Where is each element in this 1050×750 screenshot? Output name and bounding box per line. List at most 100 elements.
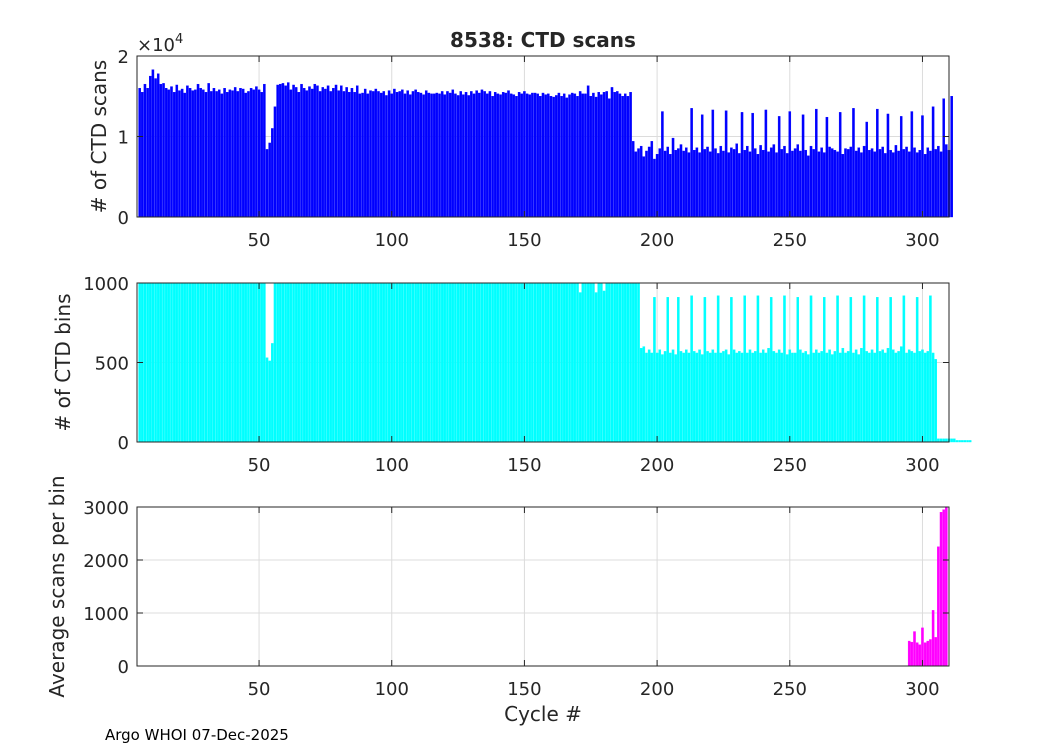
- ctd-scans-bar: [382, 91, 386, 218]
- ctd-bins-bar: [608, 282, 611, 443]
- ctd-scans-bar: [316, 85, 319, 218]
- ctd-bins-bar: [533, 282, 537, 443]
- ctd-bins-bar: [560, 282, 563, 443]
- ctd-bins-bar: [544, 282, 547, 443]
- ctd-scans-bar: [305, 90, 309, 218]
- ctd-scans-bar: [769, 147, 773, 218]
- ctd-bins-bar: [154, 282, 157, 443]
- ctd-bins-bar: [934, 359, 937, 443]
- ctd-scans-bar: [854, 150, 858, 218]
- ctd-bins-bar: [610, 282, 614, 443]
- average-scans-bar: [942, 509, 945, 667]
- ctd-scans-bar: [507, 90, 510, 218]
- ctd-bins-bar: [642, 346, 646, 443]
- ctd-bins-bar: [815, 349, 818, 443]
- ctd-bins-bar: [600, 282, 603, 443]
- ctd-bins-bar: [833, 351, 837, 443]
- ctd-scans-bar: [637, 148, 640, 218]
- ctd-scans-bar: [493, 92, 497, 218]
- ctd-scans-x-tick-label: 100: [375, 230, 409, 251]
- ctd-bins-bar: [589, 282, 593, 443]
- ctd-bins-bar: [464, 282, 468, 443]
- ctd-scans-bar: [841, 154, 845, 218]
- ctd-scans-bar: [491, 96, 494, 218]
- ctd-scans-bar: [616, 91, 619, 218]
- ctd-bins-bar: [220, 282, 224, 443]
- ctd-bins-bar: [655, 352, 659, 443]
- ctd-bins-bar: [149, 282, 152, 443]
- average-scans-x-tick-label: 300: [905, 679, 939, 700]
- ctd-scans-bar: [164, 87, 168, 218]
- ctd-bins-bar: [231, 282, 234, 443]
- ctd-bins-bar: [440, 282, 444, 443]
- ctd-bins-bar: [308, 282, 311, 443]
- ctd-bins-bar: [260, 282, 263, 443]
- ctd-bins-bar: [454, 282, 457, 443]
- ctd-bins-bar: [462, 282, 465, 443]
- ctd-bins-bar: [881, 349, 884, 443]
- ctd-bins-bar: [756, 295, 760, 443]
- ctd-bins-bar: [361, 282, 364, 443]
- average-scans-bar: [915, 642, 919, 667]
- ctd-bins-bar: [769, 297, 773, 443]
- ctd-bins-bar: [515, 282, 518, 443]
- ctd-bins-bar: [486, 282, 489, 443]
- ctd-bins-bar: [390, 282, 394, 443]
- ctd-scans-bar: [785, 153, 789, 218]
- ctd-bins-bar: [573, 282, 577, 443]
- ctd-bins-bar: [576, 282, 579, 443]
- ctd-scans-bar: [541, 92, 545, 218]
- average-scans-bar: [918, 644, 922, 667]
- ctd-scans-bar: [878, 149, 882, 218]
- ctd-scans-bar: [233, 87, 237, 218]
- ctd-scans-bar: [369, 90, 372, 218]
- ctd-scans-bar: [820, 147, 823, 218]
- ctd-scans-bar: [815, 108, 818, 218]
- ctd-scans-bar: [600, 94, 603, 218]
- ctd-scans-bar: [430, 93, 433, 218]
- ctd-scans-bar: [931, 106, 935, 218]
- ctd-bins-bar: [732, 349, 736, 443]
- ctd-scans-bar: [592, 92, 595, 218]
- ctd-scans-bar: [669, 154, 672, 218]
- ctd-scans-bar: [573, 93, 577, 218]
- ctd-scans-bar: [454, 93, 457, 218]
- ctd-bins-bar: [183, 282, 187, 443]
- ctd-scans-bar: [212, 87, 216, 218]
- average-scans-bar: [907, 640, 911, 667]
- ctd-bins-bar: [438, 282, 441, 443]
- ctd-bins-bar: [889, 297, 892, 443]
- ctd-scans-bar: [432, 93, 436, 218]
- ctd-bins-bar: [385, 282, 388, 443]
- ctd-scans-bar: [496, 93, 500, 218]
- ctd-bins-bar: [552, 282, 555, 443]
- ctd-bins-bar: [602, 290, 606, 443]
- ctd-scans-bar: [860, 152, 863, 218]
- ctd-scans-bar: [605, 91, 608, 218]
- ctd-bins-bar: [687, 352, 691, 443]
- ctd-bins-bar: [748, 349, 752, 443]
- ctd-bins-bar: [263, 282, 266, 443]
- average-scans-x-tick-label: 150: [507, 679, 541, 700]
- footer-credit: Argo WHOI 07-Dec-2025: [105, 726, 289, 744]
- ctd-bins-bar: [199, 282, 202, 443]
- ctd-scans-bar: [902, 149, 906, 218]
- ctd-scans-bar: [830, 148, 834, 218]
- average-scans-bar: [931, 610, 935, 667]
- ctd-scans-bar: [377, 91, 380, 218]
- ctd-scans-bar: [653, 158, 656, 218]
- ctd-bins-bar: [353, 282, 356, 443]
- ctd-scans-bar: [361, 92, 364, 218]
- ctd-scans-bar: [366, 93, 370, 218]
- ctd-scans-bar: [358, 93, 362, 218]
- ctd-scans-bar: [629, 92, 632, 218]
- ctd-scans-bar: [624, 93, 627, 218]
- ctd-scans-bar: [292, 84, 295, 218]
- ctd-bins-bar: [746, 352, 749, 443]
- ctd-bins-bar: [236, 282, 240, 443]
- ctd-scans-bar: [260, 92, 263, 218]
- ctd-bins-bar: [666, 297, 669, 443]
